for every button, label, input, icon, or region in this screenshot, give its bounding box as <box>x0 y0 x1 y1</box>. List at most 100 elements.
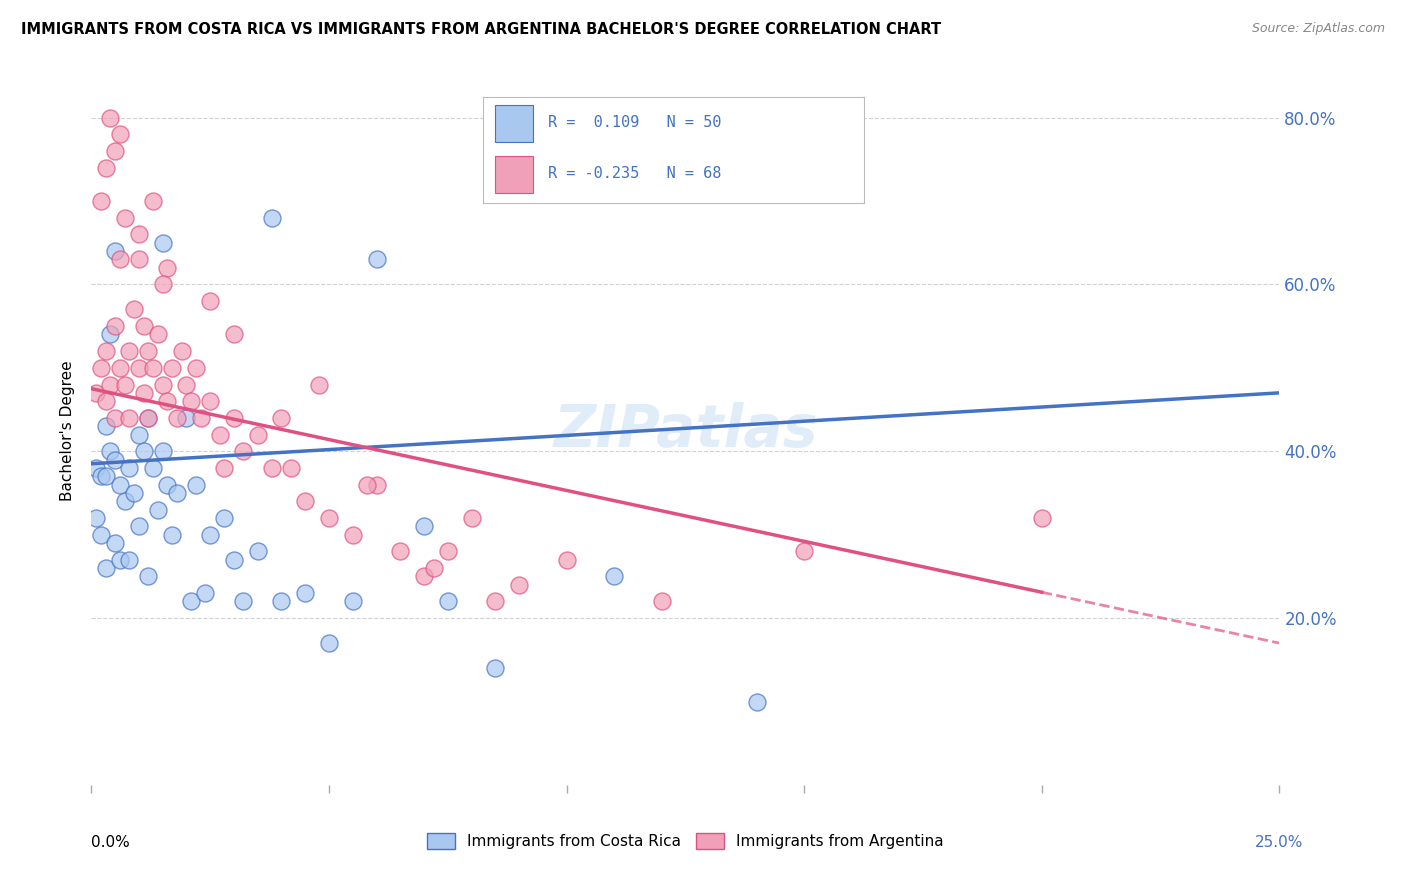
Point <box>190 410 212 425</box>
Point <box>94 344 117 359</box>
Point <box>94 469 117 483</box>
Text: IMMIGRANTS FROM COSTA RICA VS IMMIGRANTS FROM ARGENTINA BACHELOR'S DEGREE CORREL: IMMIGRANTS FROM COSTA RICA VS IMMIGRANTS… <box>21 22 941 37</box>
Point <box>294 586 316 600</box>
Point <box>84 461 107 475</box>
Point <box>1031 511 1053 525</box>
Point <box>142 461 165 475</box>
Point <box>555 552 578 566</box>
Point <box>436 594 458 608</box>
Point <box>100 377 122 392</box>
Point <box>603 569 626 583</box>
Point <box>356 477 378 491</box>
Point <box>232 444 254 458</box>
Y-axis label: Bachelor's Degree: Bachelor's Degree <box>60 360 76 500</box>
Point <box>84 385 107 400</box>
Point <box>184 360 207 375</box>
Point <box>294 494 316 508</box>
Point <box>90 360 112 375</box>
Point <box>90 527 112 541</box>
Point <box>156 260 179 275</box>
Point <box>366 477 388 491</box>
Point <box>260 211 283 225</box>
Point <box>508 578 530 592</box>
Point <box>484 661 506 675</box>
Text: Source: ZipAtlas.com: Source: ZipAtlas.com <box>1251 22 1385 36</box>
Point <box>104 452 127 467</box>
Point <box>90 469 112 483</box>
Point <box>389 544 412 558</box>
Point <box>146 502 169 516</box>
Point <box>166 486 188 500</box>
Point <box>128 360 150 375</box>
Point <box>114 211 136 225</box>
Point <box>100 111 122 125</box>
Point <box>200 294 222 309</box>
Point <box>104 536 127 550</box>
Point <box>200 527 222 541</box>
Point <box>84 511 107 525</box>
Point <box>214 511 236 525</box>
Legend: Immigrants from Costa Rica, Immigrants from Argentina: Immigrants from Costa Rica, Immigrants f… <box>422 827 949 855</box>
Point <box>180 394 202 409</box>
Point <box>246 544 269 558</box>
Point <box>342 594 364 608</box>
Point <box>208 427 231 442</box>
Text: 25.0%: 25.0% <box>1254 835 1303 849</box>
Point <box>132 385 155 400</box>
Point <box>180 594 202 608</box>
Point <box>142 360 165 375</box>
Point <box>152 235 174 250</box>
Point <box>138 344 160 359</box>
Point <box>214 461 236 475</box>
Point <box>160 360 183 375</box>
Point <box>138 569 160 583</box>
Point <box>152 277 174 292</box>
Point <box>118 552 141 566</box>
Point <box>104 319 127 334</box>
Point <box>318 636 340 650</box>
Point <box>138 410 160 425</box>
Point <box>232 594 254 608</box>
Point <box>108 252 131 267</box>
Point <box>793 544 815 558</box>
Point <box>118 410 141 425</box>
Point <box>128 227 150 242</box>
Point <box>132 319 155 334</box>
Point <box>114 377 136 392</box>
Point <box>138 410 160 425</box>
Point <box>484 594 506 608</box>
Point <box>194 586 217 600</box>
Point <box>108 360 131 375</box>
Text: ZIPatlas: ZIPatlas <box>553 402 818 458</box>
Point <box>104 244 127 258</box>
Point <box>94 419 117 434</box>
Point <box>108 477 131 491</box>
Point <box>100 444 122 458</box>
Point <box>166 410 188 425</box>
Point <box>413 569 436 583</box>
Point <box>122 302 145 317</box>
Point <box>280 461 302 475</box>
Point <box>156 394 179 409</box>
Point <box>128 427 150 442</box>
Point <box>94 394 117 409</box>
Point <box>460 511 482 525</box>
Point <box>94 561 117 575</box>
Point <box>104 144 127 158</box>
Point <box>152 377 174 392</box>
Point <box>651 594 673 608</box>
Point <box>413 519 436 533</box>
Point <box>170 344 193 359</box>
Point <box>222 410 245 425</box>
Point <box>176 377 198 392</box>
Point <box>104 410 127 425</box>
Point <box>108 127 131 141</box>
Point <box>176 410 198 425</box>
Point <box>90 194 112 208</box>
Point <box>222 327 245 342</box>
Point <box>246 427 269 442</box>
Point <box>160 527 183 541</box>
Point <box>128 252 150 267</box>
Point <box>222 552 245 566</box>
Point <box>118 461 141 475</box>
